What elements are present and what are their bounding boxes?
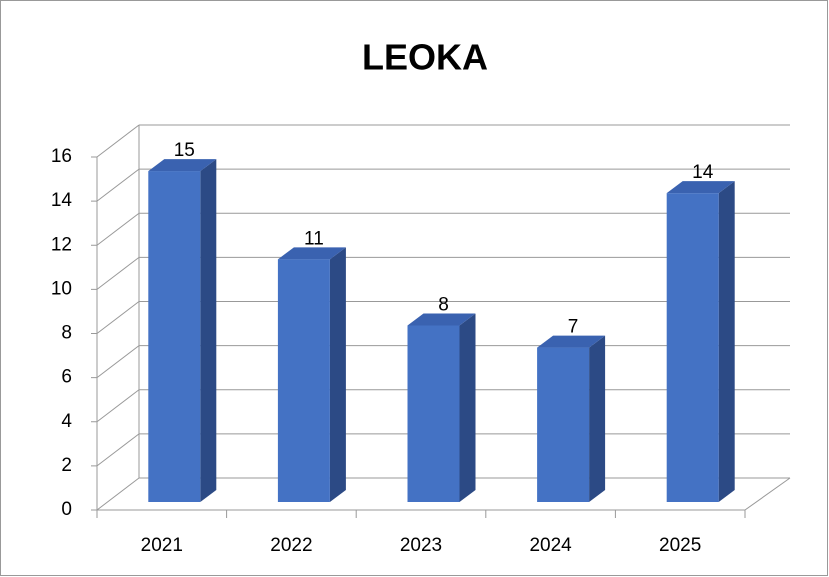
bar-face xyxy=(537,335,606,348)
grid-line-side xyxy=(96,389,140,423)
x-tick-label: 2025 xyxy=(659,535,701,556)
grid-line-side xyxy=(96,212,140,246)
value-label: 8 xyxy=(438,295,449,316)
y-tick-label: 12 xyxy=(51,234,72,255)
bar-face xyxy=(537,347,590,502)
y-tick-label: 0 xyxy=(61,499,72,520)
y-tick-label: 10 xyxy=(51,278,72,299)
y-tick-label: 16 xyxy=(51,146,72,167)
bar-face xyxy=(718,181,735,502)
bar xyxy=(537,335,606,502)
x-tick-label: 2021 xyxy=(141,535,183,556)
value-label: 14 xyxy=(692,162,714,183)
floor-right-edge xyxy=(744,477,791,511)
bar xyxy=(407,313,476,502)
y-tick-label: 14 xyxy=(51,190,73,211)
bar-face xyxy=(589,335,606,502)
grid-line-side xyxy=(96,256,140,290)
value-label: 7 xyxy=(568,317,579,338)
bar-face xyxy=(277,247,346,260)
bar-face xyxy=(148,159,217,172)
bar-face xyxy=(277,259,330,502)
grid-line-side xyxy=(96,168,140,202)
x-tick-label: 2022 xyxy=(270,535,312,556)
y-tick-label: 8 xyxy=(61,323,72,344)
grid-line-side xyxy=(96,301,140,334)
y-tick-label: 4 xyxy=(61,411,72,432)
chart-title: LEOKA xyxy=(362,37,488,78)
grid-line-side xyxy=(96,124,140,158)
x-tick-label: 2023 xyxy=(400,535,442,556)
grid-line-side xyxy=(96,477,140,511)
bar-face xyxy=(666,193,719,502)
bar-face xyxy=(407,313,476,326)
grid-line-side xyxy=(96,433,140,467)
value-label: 11 xyxy=(304,228,324,249)
bar-face xyxy=(200,159,217,502)
bar-face xyxy=(459,313,476,502)
bar xyxy=(277,247,346,502)
bar-face xyxy=(148,171,201,502)
bar-face xyxy=(666,181,735,194)
grid-line-side xyxy=(96,345,140,379)
bar-face xyxy=(329,247,346,502)
bar xyxy=(666,181,735,502)
bar-face xyxy=(407,325,460,502)
value-label: 15 xyxy=(174,140,195,161)
y-tick-label: 2 xyxy=(61,455,72,476)
y-tick-label: 6 xyxy=(61,367,72,388)
x-tick-label: 2024 xyxy=(529,535,572,556)
bar xyxy=(148,159,217,502)
